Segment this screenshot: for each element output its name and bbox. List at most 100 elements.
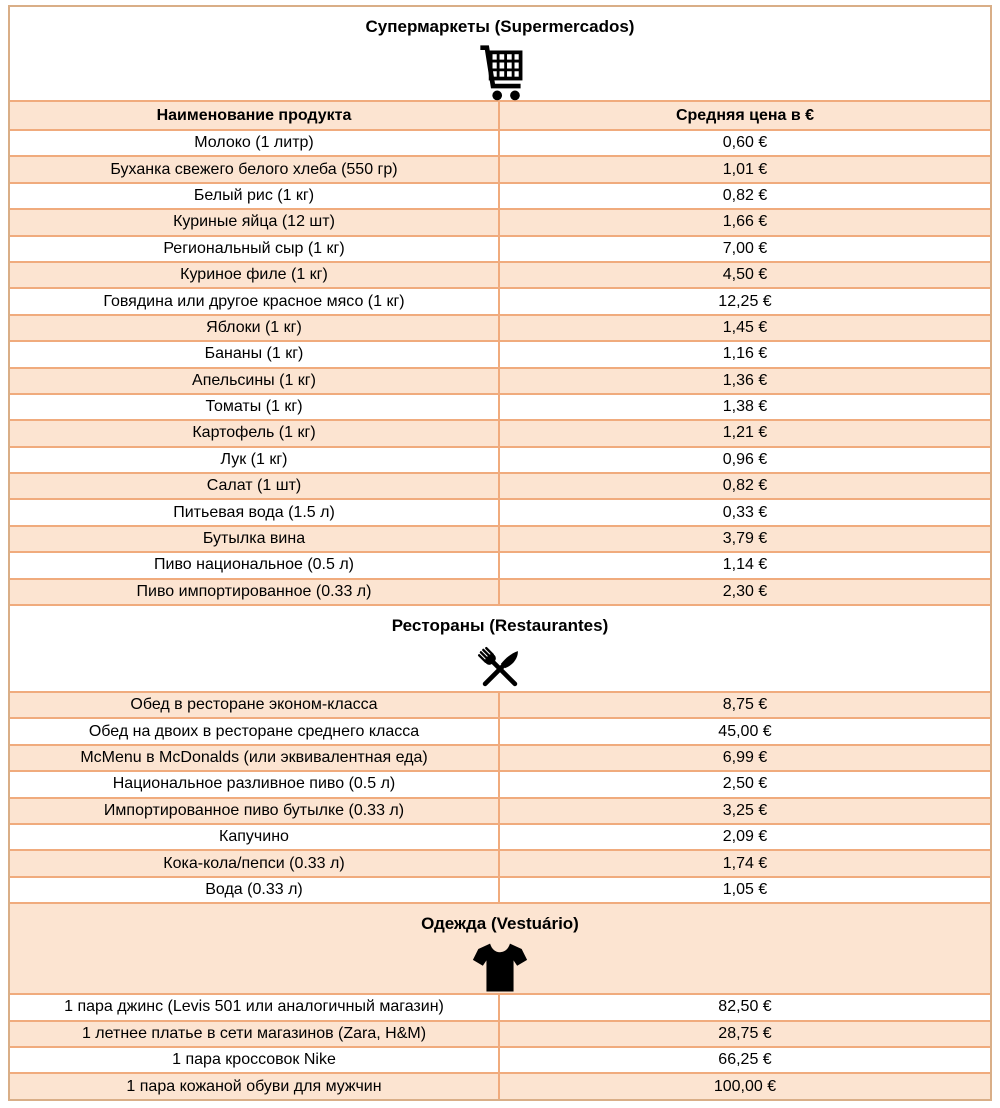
product-name: Импортированное пиво бутылке (0.33 л) [10, 798, 500, 823]
column-header-price: Средняя цена в € [675, 106, 815, 124]
table-row: Капучино 2,09 € [10, 822, 990, 850]
section-title-clothing: Одежда (Vestuário) [421, 914, 579, 934]
product-price: 82,50 € [718, 998, 772, 1016]
table-row: Пиво национальное (0.5 л) 1,14 € [10, 551, 990, 578]
product-price: 0,33 € [722, 503, 768, 521]
shopping-cart-icon [477, 43, 523, 101]
product-name: Пиво национальное (0.5 л) [10, 553, 500, 578]
table-row: Яблоки (1 кг) 1,45 € [10, 313, 990, 341]
product-name: Куриные яйца (12 шт) [10, 210, 500, 235]
product-price: 1,45 € [722, 318, 768, 336]
product-price: 2,09 € [722, 828, 768, 846]
product-price: 3,79 € [722, 530, 768, 548]
section-supermarkets: Супермаркеты (Supermercados) Наименовани… [10, 7, 990, 605]
product-name: Пиво импортированное (0.33 л) [10, 579, 500, 605]
clothing-rows: 1 пара джинс (Levis 501 или аналогичный … [10, 993, 990, 1099]
product-name: Обед на двоих в ресторане среднего класс… [10, 719, 500, 744]
product-price: 3,25 € [722, 801, 768, 819]
table-row: Обед на двоих в ресторане среднего класс… [10, 717, 990, 744]
product-price: 0,82 € [722, 186, 768, 204]
product-name: Бутылка вина [10, 526, 500, 552]
product-price: 1,66 € [722, 213, 768, 231]
product-name: Кока-кола/пепси (0.33 л) [10, 851, 500, 876]
table-row: Томаты (1 кг) 1,38 € [10, 392, 990, 420]
product-name: Буханка свежего белого хлеба (550 гр) [10, 157, 500, 182]
product-price: 1,14 € [722, 556, 768, 574]
table-row: Бананы (1 кг) 1,16 € [10, 340, 990, 367]
section-clothing: Одежда (Vestuário) 1 пара джинс (Levis 5… [10, 902, 990, 1099]
product-price: 45,00 € [718, 722, 772, 740]
product-price: 12,25 € [718, 292, 772, 310]
table-row: Салат (1 шт) 0,82 € [10, 472, 990, 499]
product-price: 0,60 € [722, 134, 768, 152]
product-price: 4,50 € [722, 266, 768, 284]
product-price: 28,75 € [718, 1024, 772, 1042]
table-row: Куриное филе (1 кг) 4,50 € [10, 260, 990, 288]
table-row: Буханка свежего белого хлеба (550 гр) 1,0… [10, 155, 990, 182]
product-price: 1,01 € [722, 160, 768, 178]
product-price: 1,05 € [722, 880, 768, 898]
table-row: Апельсины (1 кг) 1,36 € [10, 366, 990, 393]
section-header-restaurants: Рестораны (Restaurantes) [10, 604, 990, 692]
product-name: Салат (1 шт) [10, 474, 500, 499]
product-price: 6,99 € [722, 749, 768, 766]
table-row: Лук (1 кг) 0,96 € [10, 445, 990, 473]
product-name: Вода (0.33 л) [10, 877, 500, 903]
product-price: 100,00 € [713, 1077, 777, 1095]
product-price: 66,25 € [718, 1051, 772, 1069]
product-name: Обед в ресторане эконом-класса [10, 693, 500, 718]
product-price: 7,00 € [722, 239, 768, 257]
product-name: McMenu в McDonalds (или эквивалентная ед… [10, 745, 500, 771]
product-price: 2,50 € [722, 775, 768, 793]
section-title-supermarkets: Супермаркеты (Supermercados) [365, 17, 635, 36]
table-row: Белый рис (1 кг) 0,82 € [10, 181, 990, 209]
product-name: 1 пара кроссовок Nike [10, 1047, 500, 1073]
table-row: Картофель (1 кг) 1,21 € [10, 419, 990, 446]
column-header-product: Наименование продукта [10, 102, 500, 129]
table-row: Куриные яйца (12 шт) 1,66 € [10, 208, 990, 235]
product-name: Томаты (1 кг) [10, 394, 500, 420]
product-price: 0,82 € [722, 477, 768, 495]
product-name: Апельсины (1 кг) [10, 368, 500, 393]
product-price: 1,16 € [722, 345, 768, 363]
product-name: 1 летнее платье в сети магазинов (Zara, … [10, 1021, 500, 1046]
cutlery-icon [471, 642, 529, 696]
table-row: 1 пара кожаной обуви для мужчин 100,00 € [10, 1072, 990, 1099]
table-row: Питьевая вода (1.5 л) 0,33 € [10, 498, 990, 525]
product-price: 0,96 € [722, 450, 768, 468]
table-row: 1 летнее платье в сети магазинов (Zara, … [10, 1019, 990, 1046]
product-name: Молоко (1 литр) [10, 131, 500, 156]
product-price: 1,21 € [722, 424, 768, 442]
table-row: Импортированное пиво бутылке (0.33 л) 3,2… [10, 796, 990, 823]
product-name: Бананы (1 кг) [10, 342, 500, 367]
product-name: 1 пара джинс (Levis 501 или аналогичный … [10, 995, 500, 1020]
table-row: Национальное разливное пиво (0.5 л) 2,50 … [10, 770, 990, 797]
product-name: Белый рис (1 кг) [10, 183, 500, 209]
product-name: Картофель (1 кг) [10, 421, 500, 446]
product-name: 1 пара кожаной обуви для мужчин [10, 1074, 500, 1099]
section-restaurants: Рестораны (Restaurantes) Обед в ресторан… [10, 604, 990, 903]
restaurants-rows: Обед в ресторане эконом-класса 8,75 € Обед… [10, 691, 990, 903]
table-row: 1 пара джинс (Levis 501 или аналогичный … [10, 993, 990, 1020]
table-row: Пиво импортированное (0.33 л) 2,30 € [10, 577, 990, 605]
product-name: Капучино [10, 824, 500, 850]
table-row: Обед в ресторане эконом-класса 8,75 € [10, 691, 990, 718]
product-name: Региональный сыр (1 кг) [10, 236, 500, 261]
product-name: Говядина или другое красное мясо (1 кг) [10, 289, 500, 314]
product-name: Национальное разливное пиво (0.5 л) [10, 772, 500, 797]
product-price: 8,75 € [722, 696, 768, 714]
table-row: Региональный сыр (1 кг) 7,00 € [10, 234, 990, 261]
product-name: Лук (1 кг) [10, 447, 500, 473]
product-name: Куриное филе (1 кг) [10, 262, 500, 288]
product-name: Яблоки (1 кг) [10, 315, 500, 341]
section-header-clothing: Одежда (Vestuário) [10, 902, 990, 994]
table-row: Говядина или другое красное мясо (1 кг) 1… [10, 287, 990, 314]
section-title-restaurants: Рестораны (Restaurantes) [391, 616, 609, 636]
table-row: Вода (0.33 л) 1,05 € [10, 875, 990, 903]
section-header-supermarkets: Супермаркеты (Supermercados) [10, 7, 990, 101]
price-table: Супермаркеты (Supermercados) Наименовани… [8, 5, 992, 1101]
supermarkets-rows: Молоко (1 литр) 0,60 € Буханка свежего бел… [10, 129, 990, 605]
product-price: 1,38 € [722, 398, 768, 416]
column-header-row: Наименование продукта Средняя цена в € [10, 100, 990, 129]
table-row: McMenu в McDonalds (или эквивалентная ед… [10, 743, 990, 771]
